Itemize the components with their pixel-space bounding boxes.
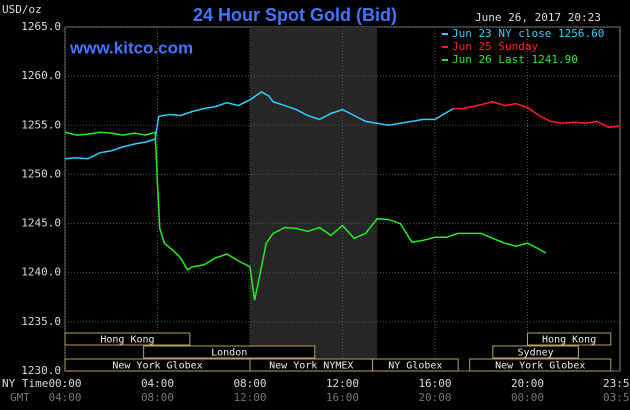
session-label: New York Globex xyxy=(112,361,202,372)
chart-subtitle: June 26, 2017 20:23 xyxy=(475,11,601,24)
x2-tick-label: 20:00 xyxy=(418,391,451,404)
x-tick-label: 04:00 xyxy=(141,377,174,390)
watermark: www.kitco.com xyxy=(69,38,193,57)
x2-tick-label: 00:00 xyxy=(511,391,544,404)
session-label: Hong Kong xyxy=(100,335,154,346)
session-bar xyxy=(143,345,316,359)
session-label: New York NYMEX xyxy=(269,361,353,372)
y-tick-label: 1255.0 xyxy=(21,118,61,131)
y-tick-label: 1250.0 xyxy=(21,167,61,180)
x2-tick-label: 03:59 xyxy=(603,391,630,404)
session-label: Hong Kong xyxy=(542,335,596,346)
x-tick-label: 08:00 xyxy=(233,377,266,390)
session-bar xyxy=(469,358,612,372)
x-tick-label: 16:00 xyxy=(418,377,451,390)
x-tick-label: 20:00 xyxy=(511,377,544,390)
session-label: NY Globex xyxy=(388,361,442,372)
y-tick-label: 1230.0 xyxy=(21,364,61,377)
x2-tick-label: 12:00 xyxy=(233,391,266,404)
series-line xyxy=(64,91,454,160)
y-tick-label: 1245.0 xyxy=(21,217,61,230)
session-bar xyxy=(64,332,191,346)
x2-axis-label: GMT xyxy=(10,391,30,404)
session-bar xyxy=(527,332,612,346)
series-line xyxy=(453,100,621,129)
x-tick-label: 23:59 xyxy=(603,377,630,390)
legend-label: Jun 25 Sunday xyxy=(452,40,538,53)
y-tick-label: 1260.0 xyxy=(21,69,61,82)
y-tick-label: 1240.0 xyxy=(21,266,61,279)
chart-title: 24 Hour Spot Gold (Bid) xyxy=(193,5,397,25)
x-tick-label: 12:00 xyxy=(326,377,359,390)
y-tick-label: 1235.0 xyxy=(21,315,61,328)
y-axis-label: USD/oz xyxy=(2,3,42,16)
session-label: New York Globex xyxy=(495,361,585,372)
x-axis-label: NY Time xyxy=(2,377,48,390)
x2-tick-label: 16:00 xyxy=(326,391,359,404)
session-label: London xyxy=(211,348,247,359)
shaded-session xyxy=(250,27,378,371)
y-tick-label: 1265.0 xyxy=(21,20,61,33)
legend-label: Jun 26 Last 1241.90 xyxy=(452,53,578,66)
session-label: Sydney xyxy=(518,348,554,359)
x-tick-label: 00:00 xyxy=(48,377,81,390)
x2-tick-label: 04:00 xyxy=(48,391,81,404)
x2-tick-label: 08:00 xyxy=(141,391,174,404)
legend-label: Jun 23 NY close 1256.60 xyxy=(452,27,604,40)
session-bar xyxy=(492,345,579,359)
series-line xyxy=(64,131,547,301)
session-bar xyxy=(372,358,459,372)
